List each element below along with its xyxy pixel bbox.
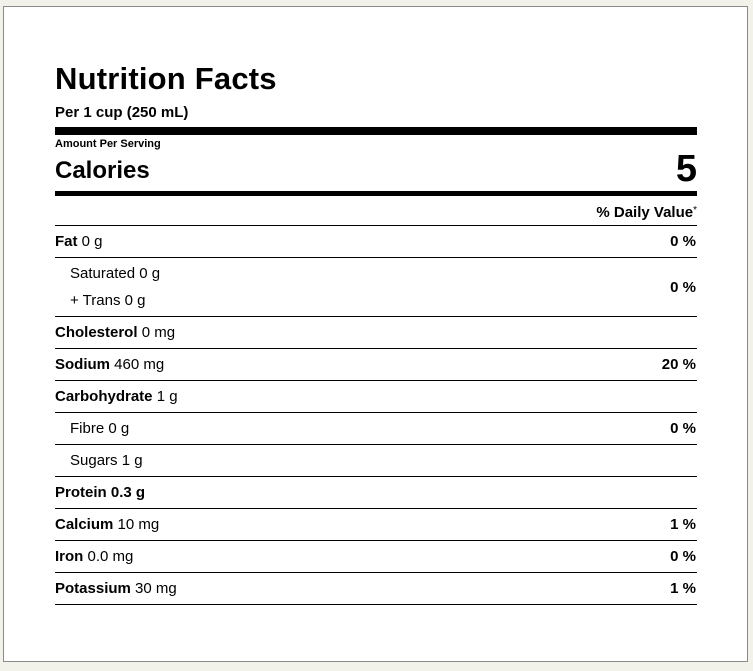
nutrient-name: Cholesterol [55, 324, 138, 341]
nutrient-amount: 0 g [139, 265, 161, 282]
nutrient-amount: 0 g [124, 292, 146, 309]
nutrient-name: + Trans [70, 292, 121, 309]
nutrition-label: Nutrition Facts Per 1 cup (250 mL) Amoun… [3, 6, 748, 662]
nutrient-dv: 0 % [670, 233, 696, 250]
nutrient-amount: 10 mg [117, 516, 160, 533]
nutrient-amount: 460 mg [114, 356, 165, 373]
nutrient-dv: 20 % [661, 356, 696, 373]
label-title: Nutrition Facts [55, 61, 277, 96]
nutrient-name: Fat [55, 233, 78, 250]
nutrient-name: Sugars [70, 452, 118, 469]
nutrient-name: Carbohydrate [55, 388, 153, 405]
daily-value-asterisk: * [693, 205, 697, 216]
nutrient-row-carbohydrate: Carbohydrate 1 g [55, 381, 697, 413]
nutrient-name: Protein [55, 484, 107, 501]
nutrient-amount: 1 g [121, 452, 143, 469]
nutrient-row-sodium: Sodium 460 mg 20 % [55, 349, 697, 381]
nutrient-row-calcium: Calcium 10 mg 1 % [55, 509, 697, 541]
nutrient-name: Iron [55, 548, 84, 565]
nutrient-row-potassium: Potassium 30 mg 1 % [55, 573, 697, 605]
nutrient-dv: 0 % [670, 278, 696, 296]
nutrient-row-fat: Fat 0 g 0 % [55, 226, 697, 258]
daily-value-header-text: % Daily Value [596, 204, 694, 221]
nutrient-amount: 0 g [81, 233, 103, 250]
medium-divider [55, 191, 697, 196]
nutrient-amount: 1 g [156, 388, 178, 405]
nutrient-dv: 0 % [670, 548, 696, 565]
daily-value-header: % Daily Value* [55, 196, 697, 226]
nutrient-name: Saturated [70, 265, 136, 282]
nutrient-dv: 0 % [670, 420, 696, 437]
nutrient-row-protein: Protein 0.3 g [55, 477, 697, 509]
nutrient-dv: 1 % [670, 516, 696, 533]
nutrient-row-sugars: Sugars 1 g [55, 445, 697, 477]
nutrient-row-saturated-trans: Saturated 0 g + Trans 0 g 0 % [55, 258, 697, 317]
nutrient-dv: 1 % [670, 580, 696, 597]
nutrient-amount: 0 mg [141, 324, 176, 341]
nutrient-amount: 0 g [108, 420, 130, 437]
nutrient-name: Sodium [55, 356, 110, 373]
amount-per-serving: Amount Per Serving [55, 138, 161, 150]
calories-row: Calories 5 [55, 148, 697, 190]
nutrient-amount: 0.0 mg [87, 548, 134, 565]
nutrient-name: Calcium [55, 516, 114, 533]
nutrient-row-cholesterol: Cholesterol 0 mg [55, 317, 697, 349]
nutrient-amount: 0.3 g [110, 484, 146, 501]
nutrition-label-content: Nutrition Facts Per 1 cup (250 mL) Amoun… [55, 63, 697, 605]
calories-label: Calories [55, 157, 150, 184]
nutrient-amount: 30 mg [135, 580, 177, 597]
calories-value: 5 [675, 148, 697, 190]
nutrient-name: Potassium [55, 580, 131, 597]
nutrient-name: Fibre [70, 420, 105, 437]
nutrient-row-fibre: Fibre 0 g 0 % [55, 413, 697, 445]
thick-divider [55, 127, 697, 135]
serving-size: Per 1 cup (250 mL) [55, 104, 189, 121]
nutrient-row-iron: Iron 0.0 mg 0 % [55, 541, 697, 573]
